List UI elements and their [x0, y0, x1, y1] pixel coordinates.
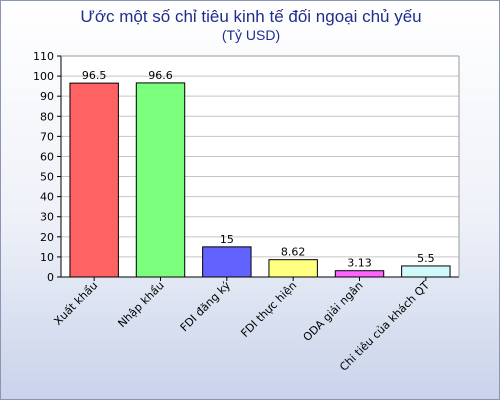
plot-area	[61, 56, 459, 277]
x-tick-label: FDI đăng ký	[178, 279, 234, 335]
y-tick-label: 110	[33, 50, 54, 63]
bar[interactable]	[202, 246, 252, 278]
y-tick-label: 30	[40, 211, 54, 224]
x-tick-label: ODA giải ngân	[301, 279, 366, 344]
data-label: 96.6	[148, 69, 173, 82]
chart-title: Ước một số chỉ tiêu kinh tế đối ngoại ch…	[80, 7, 422, 26]
y-tick-label: 40	[40, 191, 54, 204]
y-tick-label: 80	[40, 110, 54, 123]
data-label: 3.13	[347, 257, 372, 270]
bar[interactable]	[268, 259, 318, 278]
bar[interactable]	[334, 270, 385, 278]
y-tick-label: 90	[40, 90, 54, 103]
data-label: 96.5	[82, 69, 107, 82]
y-tick-label: 50	[40, 171, 54, 184]
x-tick-label: Nhập khẩu	[115, 279, 166, 330]
y-tick-label: 60	[40, 150, 54, 163]
bar[interactable]	[69, 82, 119, 278]
bar[interactable]	[401, 265, 451, 278]
y-tick-label: 10	[40, 251, 54, 264]
y-tick-label: 20	[40, 231, 54, 244]
data-label: 8.62	[281, 246, 306, 259]
x-tick-label: FDI thực hiện	[238, 279, 299, 340]
data-label: 15	[220, 233, 234, 246]
chart-subtitle: (Tỷ USD)	[221, 27, 281, 43]
y-tick-label: 100	[33, 70, 54, 83]
data-label: 5.5	[417, 252, 435, 265]
y-tick-label: 0	[47, 271, 54, 284]
bar[interactable]	[135, 82, 186, 278]
x-tick-label: Xuất khẩu	[51, 279, 100, 328]
y-tick-label: 70	[40, 130, 54, 143]
